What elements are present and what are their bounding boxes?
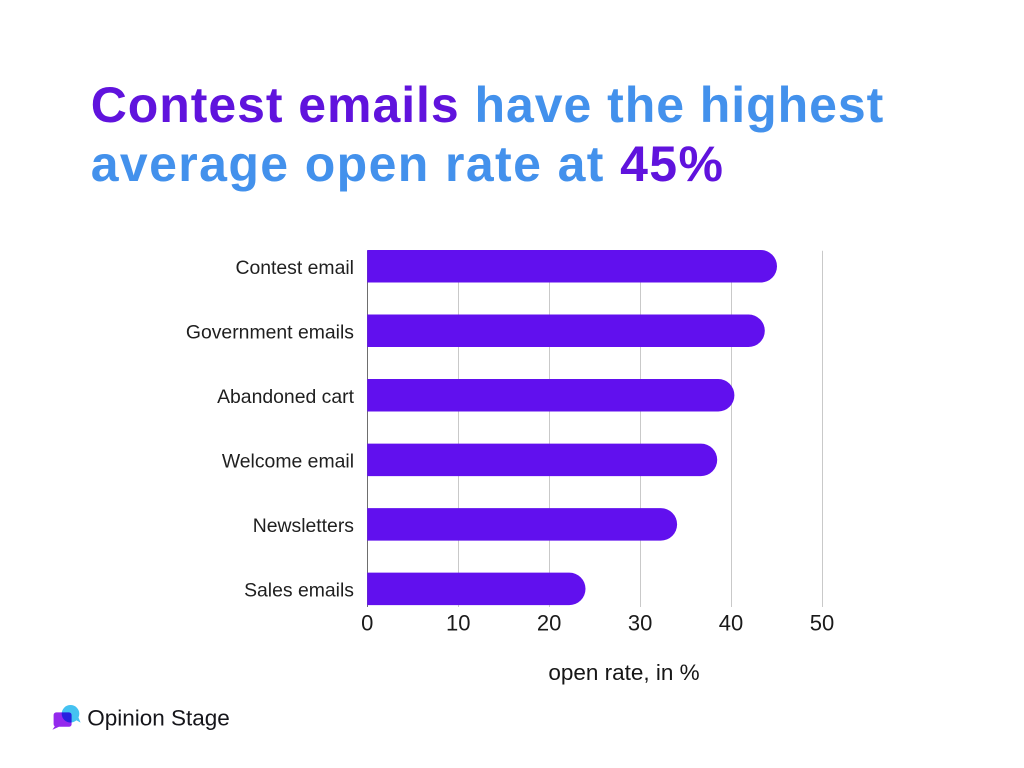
svg-text:50: 50: [810, 611, 834, 636]
svg-text:Abandoned cart: Abandoned cart: [217, 386, 355, 408]
svg-text:Contest email: Contest email: [235, 257, 354, 279]
svg-text:10: 10: [446, 611, 470, 636]
svg-text:Welcome email: Welcome email: [222, 450, 354, 472]
svg-text:30: 30: [628, 611, 652, 636]
svg-text:Newsletters: Newsletters: [253, 515, 354, 537]
svg-text:open rate, in %: open rate, in %: [548, 660, 699, 685]
svg-text:0: 0: [361, 611, 373, 636]
svg-text:Sales emails: Sales emails: [244, 579, 354, 601]
svg-text:40: 40: [719, 611, 743, 636]
svg-text:Government emails: Government emails: [186, 321, 354, 343]
svg-text:Opinion Stage: Opinion Stage: [87, 705, 230, 730]
svg-text:20: 20: [537, 611, 561, 636]
